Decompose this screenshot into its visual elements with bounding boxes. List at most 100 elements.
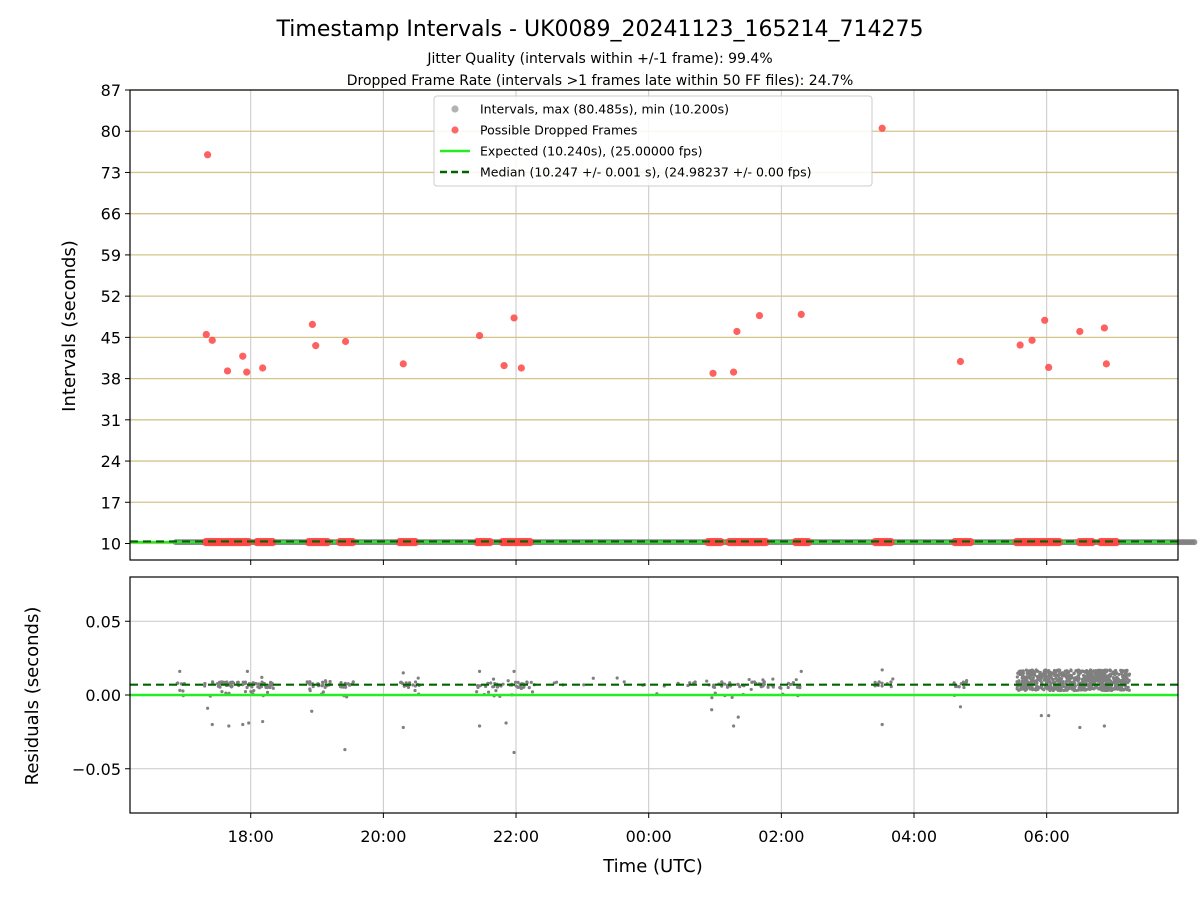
residual-point [1030, 668, 1034, 672]
residual-point [1046, 677, 1051, 682]
residual-point [1063, 669, 1067, 673]
residual-point [1122, 688, 1126, 692]
residual-point [1068, 678, 1072, 682]
residual-point [880, 681, 884, 685]
intervals-ytick-label: 66 [101, 205, 121, 224]
dropped-frame-point [797, 310, 805, 318]
residual-point [1062, 688, 1066, 693]
residual-point [889, 684, 893, 689]
legend-box [433, 95, 873, 187]
residual-point [261, 719, 265, 724]
residual-point [241, 722, 245, 727]
dropped-frame-point [312, 342, 320, 350]
residual-point [486, 690, 491, 694]
dropped-frame-point [204, 151, 212, 159]
residual-point [582, 683, 586, 687]
residual-point [1032, 671, 1037, 675]
residual-point [1021, 669, 1025, 673]
residual-point [241, 683, 245, 687]
residual-point [1069, 685, 1073, 689]
residual-point [1108, 678, 1112, 682]
residual-point [1104, 678, 1109, 682]
residual-point [413, 688, 417, 693]
residual-point [615, 676, 619, 680]
residual-point [1114, 668, 1118, 673]
residual-point [343, 747, 347, 752]
residual-point [342, 685, 346, 689]
residual-point [1047, 714, 1051, 718]
residual-point [1070, 687, 1074, 691]
residual-point [514, 680, 518, 684]
residual-point [1029, 678, 1033, 682]
residual-point [1058, 679, 1062, 683]
residual-point [1124, 673, 1128, 677]
residual-point [475, 690, 479, 694]
residual-point [1018, 669, 1023, 673]
residual-point [411, 683, 415, 687]
residual-point [591, 676, 595, 680]
residual-point [506, 679, 510, 683]
residual-point [964, 680, 968, 684]
residual-point [1060, 681, 1064, 686]
residual-point [339, 681, 343, 685]
residual-point [1080, 681, 1084, 685]
dropped-frame-point [202, 330, 210, 339]
residual-point [477, 669, 482, 674]
residual-point [264, 685, 268, 689]
residual-point [305, 680, 309, 684]
residual-point [203, 682, 207, 687]
residuals-y-axis-label: Residuals (seconds) [22, 607, 43, 786]
intervals-ytick-label: 87 [101, 81, 121, 100]
residual-point [761, 678, 765, 682]
residual-point [1120, 678, 1124, 683]
residual-point [413, 680, 418, 684]
chart-title: Timestamp Intervals - UK0089_20241123_16… [276, 17, 924, 42]
residual-point [1035, 675, 1039, 679]
x-tick-label: 02:00 [758, 827, 804, 846]
dropped-frame-point [268, 537, 277, 547]
residual-point [1091, 669, 1095, 673]
residual-point [229, 685, 234, 689]
residual-point [1054, 673, 1058, 677]
residual-point [249, 690, 253, 694]
residual-point [1048, 688, 1052, 693]
residual-point [1111, 687, 1116, 691]
intervals-ytick-label: 59 [101, 246, 121, 265]
residual-point [245, 669, 250, 674]
residual-point [1060, 673, 1064, 678]
residual-point [1039, 714, 1043, 718]
dropped-frame-point [208, 336, 216, 344]
residual-point [1026, 672, 1030, 676]
residual-point [1040, 681, 1044, 685]
residual-point [1038, 670, 1042, 675]
residual-point [723, 682, 727, 686]
intervals-y-axis-label: Intervals (seconds) [59, 240, 80, 412]
residual-point [477, 724, 482, 728]
residual-point [891, 677, 895, 681]
residual-point [1103, 672, 1107, 676]
residual-point [795, 685, 800, 689]
residuals-ytick-label: 0.00 [85, 686, 121, 705]
residual-point [1072, 676, 1076, 680]
dropped-frame-point [525, 537, 534, 547]
residual-point [1023, 676, 1027, 681]
residual-point [225, 680, 229, 684]
residual-point [1095, 677, 1099, 681]
residual-point [1087, 683, 1091, 688]
intervals-axes: 10 17 24 31 38 45 52 59 66 73 80 87 [101, 81, 1179, 565]
residual-point [1066, 670, 1070, 675]
residual-point [1038, 675, 1043, 679]
residual-point [527, 685, 531, 690]
dropped-frame-point [1087, 537, 1097, 547]
residual-point [1092, 680, 1096, 685]
residual-point [501, 682, 505, 686]
residual-point [958, 705, 963, 709]
intervals-ytick-label: 80 [101, 122, 121, 141]
chart-subtitle-jitter: Jitter Quality (intervals within +/-1 fr… [426, 51, 772, 67]
intervals-ytick-label: 52 [101, 287, 121, 306]
residual-point [1114, 678, 1118, 683]
residual-point [220, 690, 224, 694]
residual-point [1072, 671, 1076, 675]
residual-point [1100, 683, 1104, 687]
residual-point [728, 681, 732, 685]
